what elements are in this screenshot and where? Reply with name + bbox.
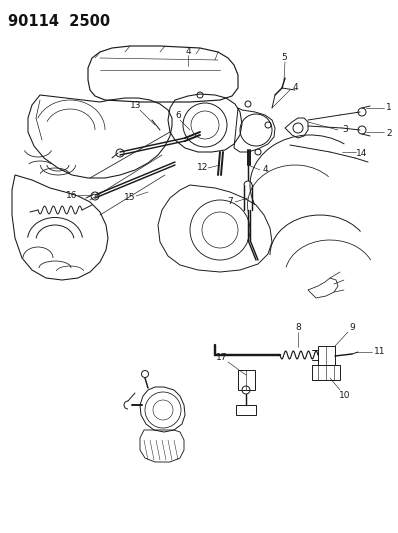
Text: 4: 4: [185, 46, 191, 55]
Text: 15: 15: [124, 193, 136, 203]
Text: 3: 3: [342, 125, 348, 134]
Text: 9: 9: [349, 324, 355, 333]
Text: 12: 12: [197, 164, 209, 173]
Text: 7: 7: [227, 198, 233, 206]
Text: 1: 1: [386, 103, 392, 112]
Text: 10: 10: [339, 391, 351, 400]
Text: 6: 6: [175, 111, 181, 120]
Text: 4: 4: [262, 166, 268, 174]
Text: 13: 13: [130, 101, 142, 110]
Text: 4: 4: [292, 83, 298, 92]
Text: 16: 16: [66, 191, 78, 200]
Text: 2: 2: [386, 128, 392, 138]
Text: 17: 17: [216, 353, 228, 362]
Text: 8: 8: [295, 324, 301, 333]
Text: 5: 5: [281, 53, 287, 62]
Text: 14: 14: [356, 149, 368, 157]
Text: 90114  2500: 90114 2500: [8, 14, 110, 29]
Text: 11: 11: [374, 348, 386, 357]
